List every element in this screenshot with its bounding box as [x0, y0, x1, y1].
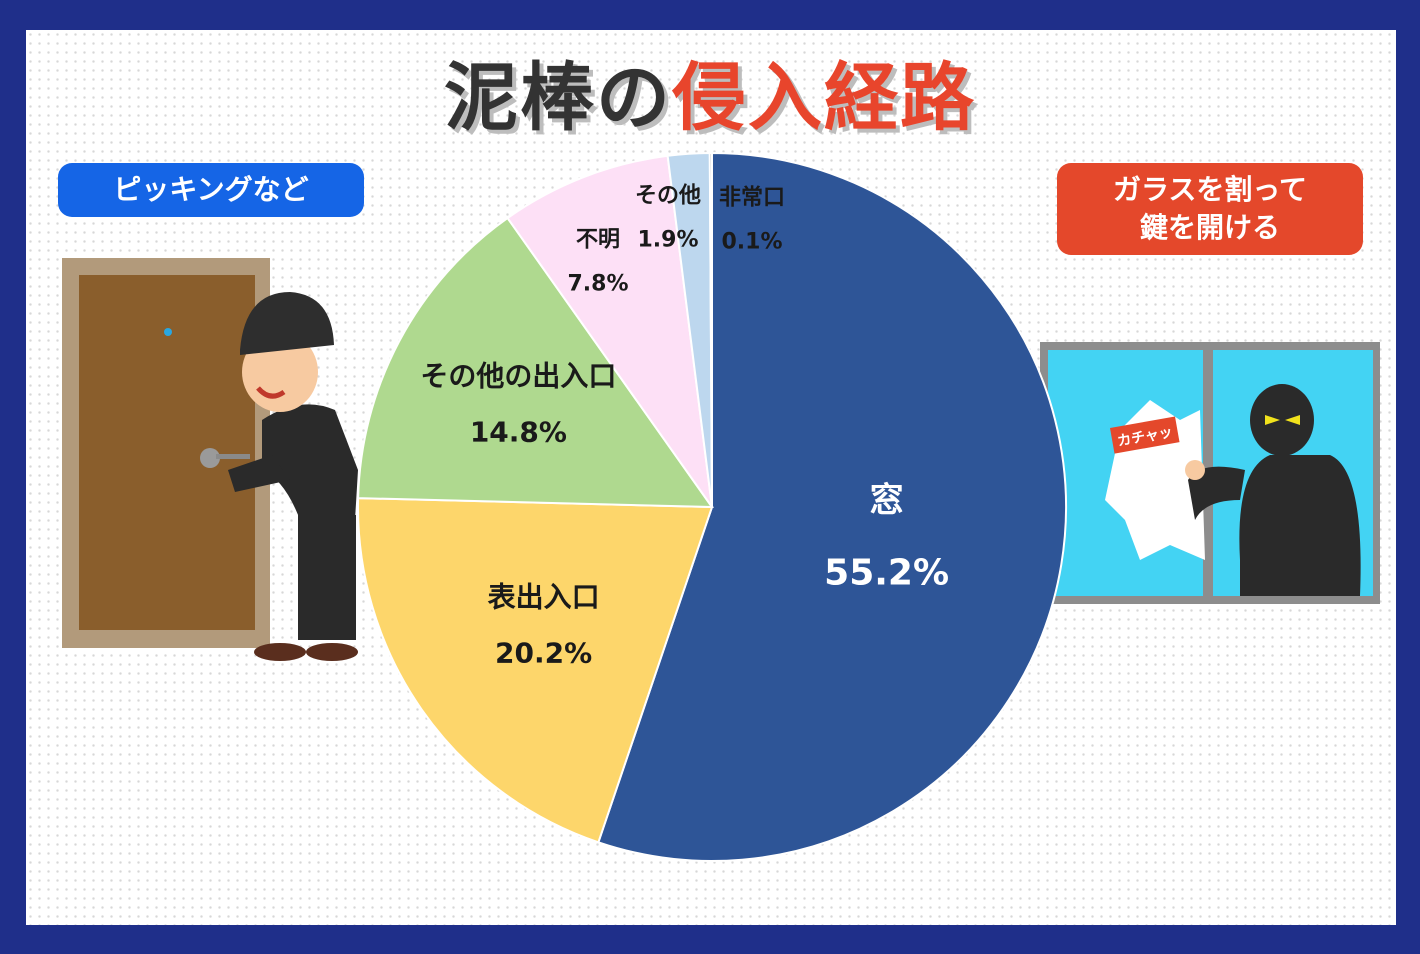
pie-label-value-5: 0.1% [721, 230, 782, 255]
pie-label-name-1: 表出入口 [488, 580, 600, 613]
pie-label-value-4: 1.9% [637, 228, 698, 253]
pie-label-name-0: 窓 [870, 481, 904, 521]
pie-slice-1 [357, 497, 714, 844]
window-burglar-arm [1188, 466, 1245, 520]
pie-chart-labels: 窓 55.2% 表出入口 20.2% その他の出入口 14.8% 不明 7.8% その他 1.9%… [420, 184, 949, 670]
page-title: 泥棒の侵入経路 [0, 38, 1420, 145]
pie-label-value-0: 55.2% [824, 552, 949, 593]
pie-slice-2 [357, 216, 714, 509]
burglar-beanie-icon [240, 292, 334, 355]
pie-label-name-2: その他の出入口 [420, 360, 616, 393]
window-burglar-hand [1185, 460, 1205, 480]
pie-slice-3 [506, 154, 713, 508]
pie-label-value-1: 20.2% [495, 636, 592, 669]
pie-slice-5 [708, 151, 713, 508]
burglar-shoe-left [254, 643, 306, 661]
pie-chart [357, 151, 1067, 862]
burglar-eye-left [1265, 415, 1280, 425]
title-part-1: 泥棒の [444, 55, 672, 141]
door-burglar-illustration [62, 258, 358, 661]
glass-break-callout-line1: ガラスを割って [1112, 173, 1308, 206]
burglar-legs [298, 515, 356, 640]
burglar-body [262, 404, 358, 520]
glass-break-callout: ガラスを割って 鍵を開ける [1057, 163, 1363, 255]
window-burglar-body [1239, 455, 1361, 596]
pie-label-name-4: その他 [635, 184, 701, 209]
burglar-shoe-right [306, 643, 358, 661]
glass-break-callout-line2: 鍵を開ける [1139, 211, 1280, 244]
pie-label-value-3: 7.8% [567, 272, 628, 297]
window-burglar-head [1250, 384, 1314, 456]
picking-callout: ピッキングなど [58, 163, 364, 217]
sound-effect-bg [1110, 416, 1180, 454]
lockpick-icon [216, 454, 250, 459]
pie-label-name-5: 非常口 [719, 185, 785, 211]
burglar-arm [228, 455, 290, 492]
window-burglar-illustration: カチャッ [1040, 342, 1380, 604]
door-knob-icon [200, 448, 220, 468]
pie-label-value-2: 14.8% [470, 416, 567, 449]
burglar-mouth [256, 386, 286, 399]
pie-slice-0 [597, 151, 1067, 862]
pie-label-name-3: 不明 [576, 228, 620, 253]
title-part-2: 侵入経路 [672, 55, 976, 141]
door-peephole-icon [164, 328, 172, 336]
burglar-eye-right [1285, 415, 1300, 425]
